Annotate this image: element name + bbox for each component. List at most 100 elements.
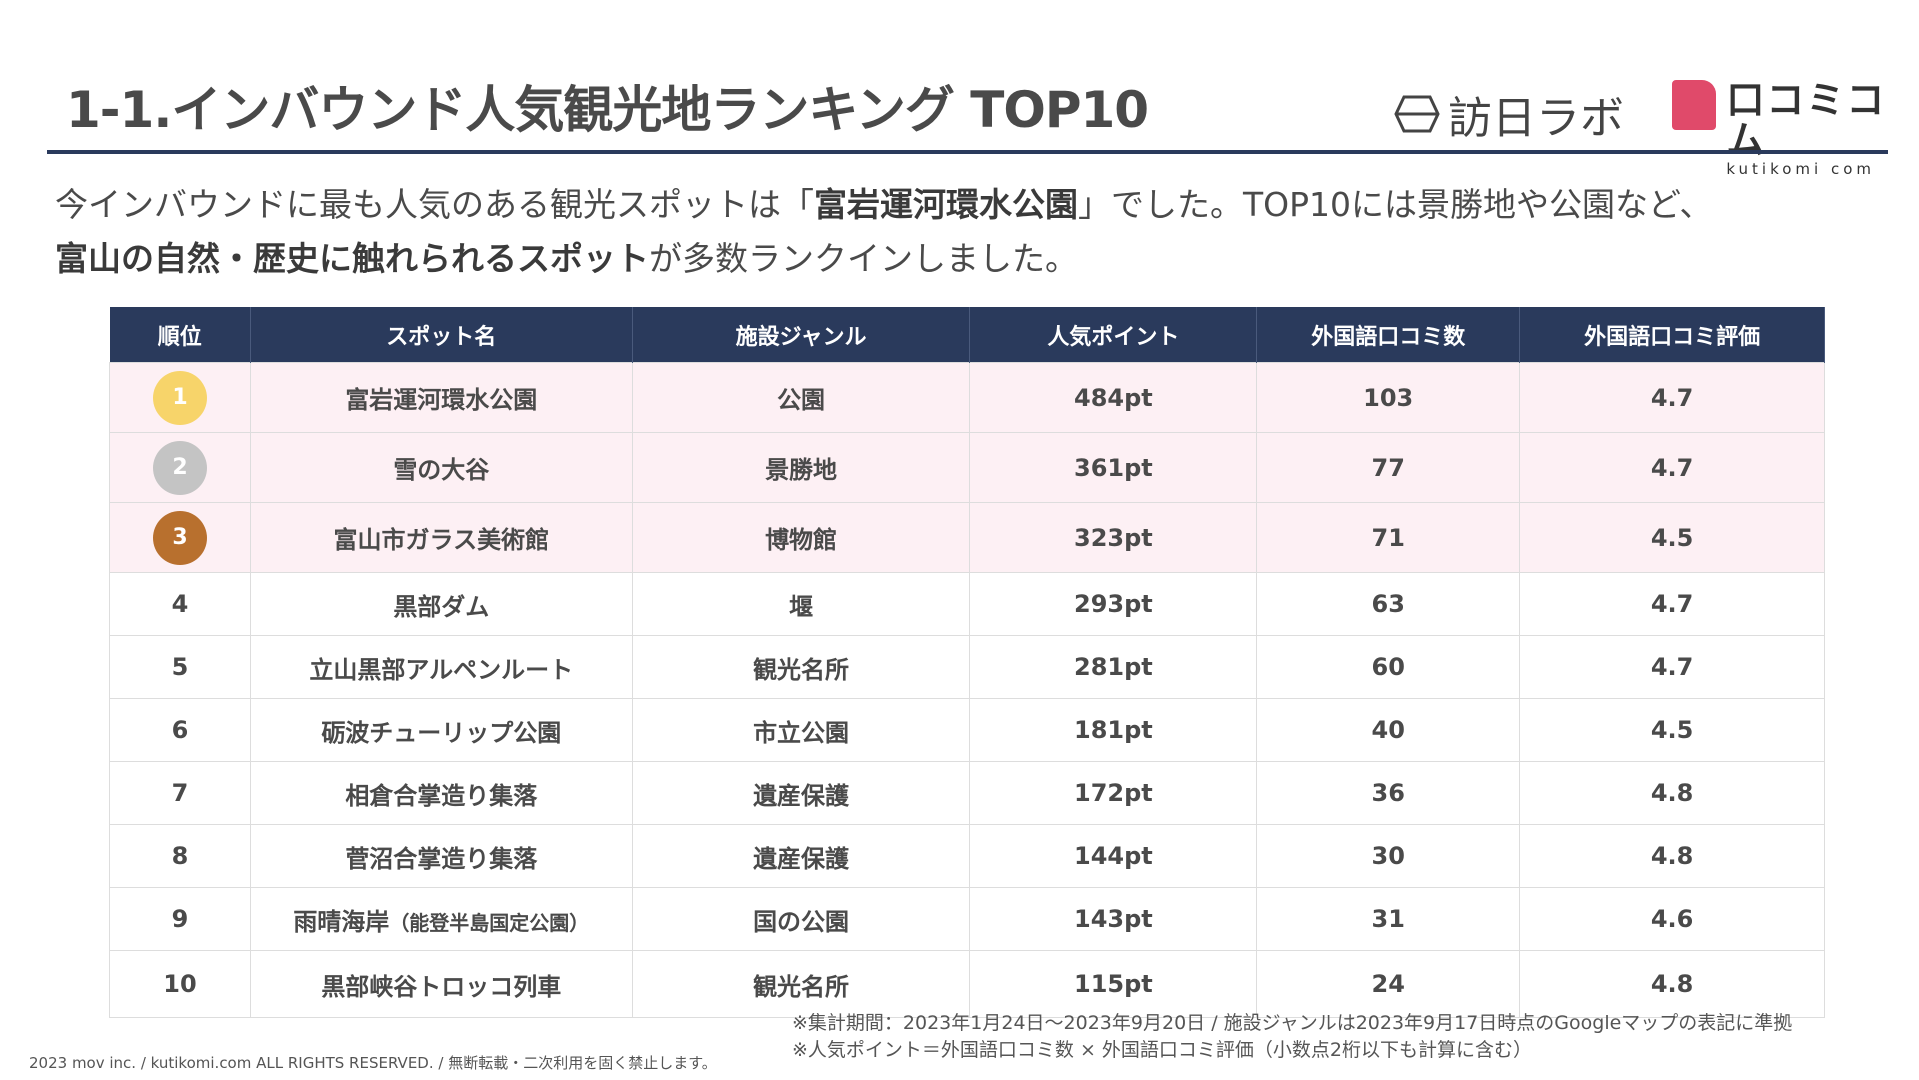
name-cell: 立山黒部アルペンルート (249, 635, 633, 699)
lead-highlight: 富岩運河環水公園 (814, 185, 1078, 224)
name-cell: 雪の大谷 (249, 432, 633, 503)
points-cell: 323pt (969, 502, 1258, 573)
rank-cell: 3 (109, 502, 251, 573)
rating-cell: 4.7 (1519, 572, 1825, 636)
rank-cell: 10 (109, 950, 251, 1018)
rank: 9 (171, 905, 189, 933)
logo-text: 口コミコム (1726, 78, 1887, 162)
footnote: ※人気ポイント＝外国語口コミ数 × 外国語口コミ評価（小数点2桁以下も計算に含む… (792, 1039, 1533, 1061)
reviews-cell: 30 (1256, 824, 1521, 888)
footnote: ※集計期間：2023年1月24日～2023年9月20日 / 施設ジャンルは202… (792, 1012, 1793, 1034)
rank: 6 (171, 716, 189, 744)
rank-cell: 8 (109, 824, 251, 888)
rating-cell: 4.5 (1519, 698, 1825, 762)
column-header: 順位 (109, 307, 251, 363)
rating-cell: 4.5 (1519, 502, 1825, 573)
genre-cell: 遺産保護 (631, 761, 971, 825)
spot-name-note: （能登半島国定公園） (389, 910, 590, 935)
table-row: 5 立山黒部アルペンルート 観光名所 281pt 60 4.7 (109, 635, 1825, 699)
table-row: 7 相倉合掌造り集落 遺産保護 172pt 36 4.8 (109, 761, 1825, 825)
table-row: 6 砺波チューリップ公園 市立公園 181pt 40 4.5 (109, 698, 1825, 762)
rank-cell: 1 (109, 362, 251, 433)
name-cell: 富岩運河環水公園 (249, 362, 633, 433)
ranking-table: 順位 スポット名 施設ジャンル 人気ポイント 外国語口コミ数 外国語口コミ評価 1 富岩運… (109, 307, 1825, 1018)
column-header: 人気ポイント (969, 307, 1258, 363)
rank-medal: 1 (152, 370, 207, 425)
table-row: 10 黒部峡谷トロッコ列車 観光名所 115pt 24 4.8 (109, 950, 1825, 1018)
table-row: 9 雨晴海岸（能登半島国定公園） 国の公園 143pt 31 4.6 (109, 887, 1825, 951)
column-header: 施設ジャンル (632, 307, 971, 363)
reviews-cell: 24 (1256, 950, 1521, 1018)
rating-cell: 4.8 (1519, 761, 1825, 825)
kutikomi-logo: 口コミコム kutikomi com (1672, 80, 1919, 178)
spot-name: 砺波チューリップ公園 (321, 718, 562, 747)
copyright: 2023 mov inc. / kutikomi.com ALL RIGHTS … (29, 1054, 717, 1072)
rating-cell: 4.7 (1519, 432, 1825, 503)
rating-cell: 4.8 (1519, 824, 1825, 888)
table-row: 1 富岩運河環水公園 公園 484pt 103 4.7 (109, 362, 1825, 433)
name-cell: 砺波チューリップ公園 (249, 698, 633, 762)
lead-part: が多数ランクインしました。 (649, 239, 1078, 278)
spot-name: 富岩運河環水公園 (345, 386, 538, 414)
column-header: 外国語口コミ評価 (1519, 307, 1825, 363)
genre-cell: 国の公園 (631, 887, 971, 951)
column-header: スポット名 (250, 307, 633, 363)
genre-cell: 観光名所 (631, 950, 971, 1018)
points-cell: 484pt (969, 362, 1258, 433)
name-cell: 菅沼合掌造り集落 (249, 824, 633, 888)
rating-cell: 4.8 (1519, 950, 1825, 1018)
points-cell: 281pt (969, 635, 1258, 699)
rank-medal: 3 (152, 510, 207, 565)
lead-text: 今インバウンドに最も人気のある観光スポットは「富岩運河環水公園」でした。TOP1… (55, 178, 1712, 286)
table-row: 8 菅沼合掌造り集落 遺産保護 144pt 30 4.8 (109, 824, 1825, 888)
lead-part: 今インバウンドに最も人気のある観光スポットは「 (55, 185, 814, 224)
rank-cell: 7 (109, 761, 251, 825)
rating-cell: 4.7 (1519, 635, 1825, 699)
table-row: 4 黒部ダム 堰 293pt 63 4.7 (109, 572, 1825, 636)
rating-cell: 4.6 (1519, 887, 1825, 951)
points-cell: 293pt (969, 572, 1258, 636)
points-cell: 181pt (969, 698, 1258, 762)
column-header: 外国語口コミ数 (1256, 307, 1521, 363)
points-cell: 115pt (969, 950, 1258, 1018)
spot-name: 相倉合掌造り集落 (345, 781, 538, 810)
reviews-cell: 40 (1256, 698, 1521, 762)
rank-cell: 2 (109, 432, 251, 503)
reviews-cell: 71 (1256, 502, 1521, 573)
footnotes: ※集計期間：2023年1月24日～2023年9月20日 / 施設ジャンルは202… (792, 1010, 1792, 1064)
genre-cell: 観光名所 (631, 635, 971, 699)
points-cell: 361pt (969, 432, 1258, 503)
name-cell: 雨晴海岸（能登半島国定公園） (249, 887, 633, 951)
spot-name: 立山黒部アルペンルート (309, 655, 574, 684)
points-cell: 172pt (969, 761, 1258, 825)
hexagon-icon (1394, 95, 1440, 133)
reviews-cell: 103 (1256, 362, 1521, 433)
table-row: 3 富山市ガラス美術館 博物館 323pt 71 4.5 (109, 502, 1825, 573)
rank: 4 (171, 590, 189, 618)
rank-cell: 5 (109, 635, 251, 699)
rank: 5 (171, 653, 189, 681)
genre-cell: 堰 (631, 572, 971, 636)
houniti-lab-logo: 訪日ラボ (1394, 82, 1624, 146)
reviews-cell: 36 (1256, 761, 1521, 825)
name-cell: 黒部峡谷トロッコ列車 (249, 950, 633, 1018)
genre-cell: 市立公園 (631, 698, 971, 762)
rating-cell: 4.7 (1519, 362, 1825, 433)
reviews-cell: 63 (1256, 572, 1521, 636)
genre-cell: 公園 (631, 362, 971, 433)
genre-cell: 博物館 (631, 502, 971, 573)
rank-cell: 4 (109, 572, 251, 636)
page-title: 1-1.インバウンド人気観光地ランキング TOP10 (66, 81, 1149, 139)
speech-bubble-icon (1672, 80, 1717, 130)
logo-subtext: kutikomi com (1726, 160, 1876, 178)
name-cell: 相倉合掌造り集落 (249, 761, 633, 825)
spot-name: 菅沼合掌造り集落 (345, 844, 538, 873)
spot-name: 雪の大谷 (393, 456, 490, 484)
rank-cell: 9 (109, 887, 251, 951)
logo-text: 訪日ラボ (1448, 93, 1624, 144)
points-cell: 144pt (969, 824, 1258, 888)
reviews-cell: 77 (1256, 432, 1521, 503)
reviews-cell: 31 (1256, 887, 1521, 951)
table-row: 2 雪の大谷 景勝地 361pt 77 4.7 (109, 432, 1825, 503)
genre-cell: 遺産保護 (631, 824, 971, 888)
